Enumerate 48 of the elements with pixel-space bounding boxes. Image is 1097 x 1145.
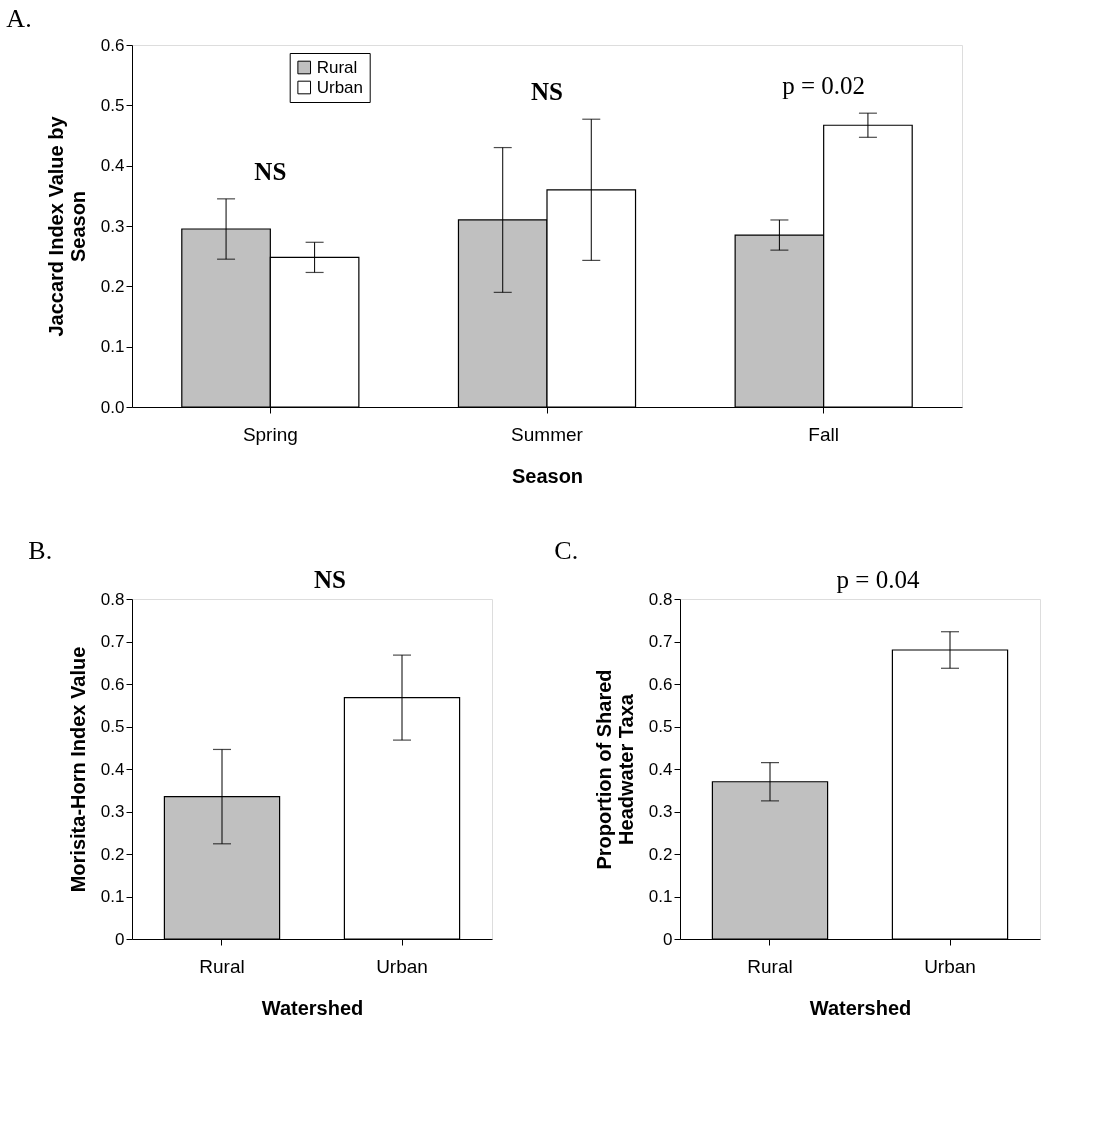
- y-tick-label: 0.2: [100, 276, 125, 296]
- x-tick-label: Urban: [376, 955, 428, 977]
- y-tick-label: 0.1: [648, 887, 673, 906]
- y-tick-label: 0.1: [100, 337, 125, 357]
- y-tick-label: 0.5: [100, 717, 125, 736]
- y-tick-label: 0.1: [100, 887, 125, 906]
- y-tick-label: 0.2: [648, 844, 673, 864]
- y-tick-label: 0.2: [100, 844, 125, 864]
- y-tick-label: 0.3: [100, 216, 125, 236]
- x-tick-label: Fall: [808, 423, 839, 445]
- x-tick-label: Summer: [511, 423, 584, 445]
- y-tick-label: 0: [663, 929, 673, 949]
- y-tick-label: 0.3: [648, 802, 673, 821]
- y-tick-label: 0.7: [648, 632, 673, 651]
- y-tick-label: 0.3: [100, 802, 125, 821]
- y-tick-label: 0.0: [100, 397, 125, 417]
- y-axis-title: Proportion of Shared Headwater Taxa: [592, 669, 637, 870]
- x-tick-label: Rural: [199, 955, 245, 977]
- y-tick-label: 0.5: [648, 717, 673, 736]
- x-tick-label: Spring: [242, 423, 298, 445]
- y-tick-label: 0.6: [648, 674, 673, 694]
- y-axis-title: Jaccard Index Value by Season: [44, 115, 89, 337]
- y-axis-title: Morisita-Horn Index Value: [66, 646, 89, 893]
- text: NS: [314, 566, 346, 593]
- annotation: p = 0.02: [782, 72, 866, 100]
- text: p = 0.04: [836, 566, 920, 593]
- y-tick-label: 0: [115, 929, 125, 949]
- y-tick-label: 0.5: [100, 95, 125, 115]
- y-tick-label: 0.7: [100, 632, 125, 651]
- x-tick-label: Rural: [747, 955, 793, 977]
- y-tick-label: 0.4: [648, 759, 673, 779]
- chart-title: B.: [28, 536, 53, 565]
- annotation: NS: [531, 78, 563, 106]
- x-axis-title: Watershed: [261, 996, 364, 1019]
- x-axis-title: Season: [511, 464, 584, 487]
- y-tick-label: 0.6: [100, 35, 125, 55]
- y-tick-label: 0.8: [648, 589, 673, 609]
- chart-title: A.: [6, 4, 32, 33]
- x-tick-label: Urban: [924, 955, 976, 977]
- y-tick-label: 0.4: [100, 156, 125, 176]
- legend-label: Rural: [316, 57, 358, 77]
- chart-title: C.: [554, 536, 579, 565]
- annotation: NS: [254, 157, 287, 185]
- y-tick-label: 0.4: [100, 759, 125, 779]
- legend-label: Urban: [316, 77, 364, 97]
- x-axis-title: Watershed: [809, 996, 912, 1019]
- y-tick-label: 0.6: [100, 674, 125, 694]
- y-tick-label: 0.8: [100, 589, 125, 609]
